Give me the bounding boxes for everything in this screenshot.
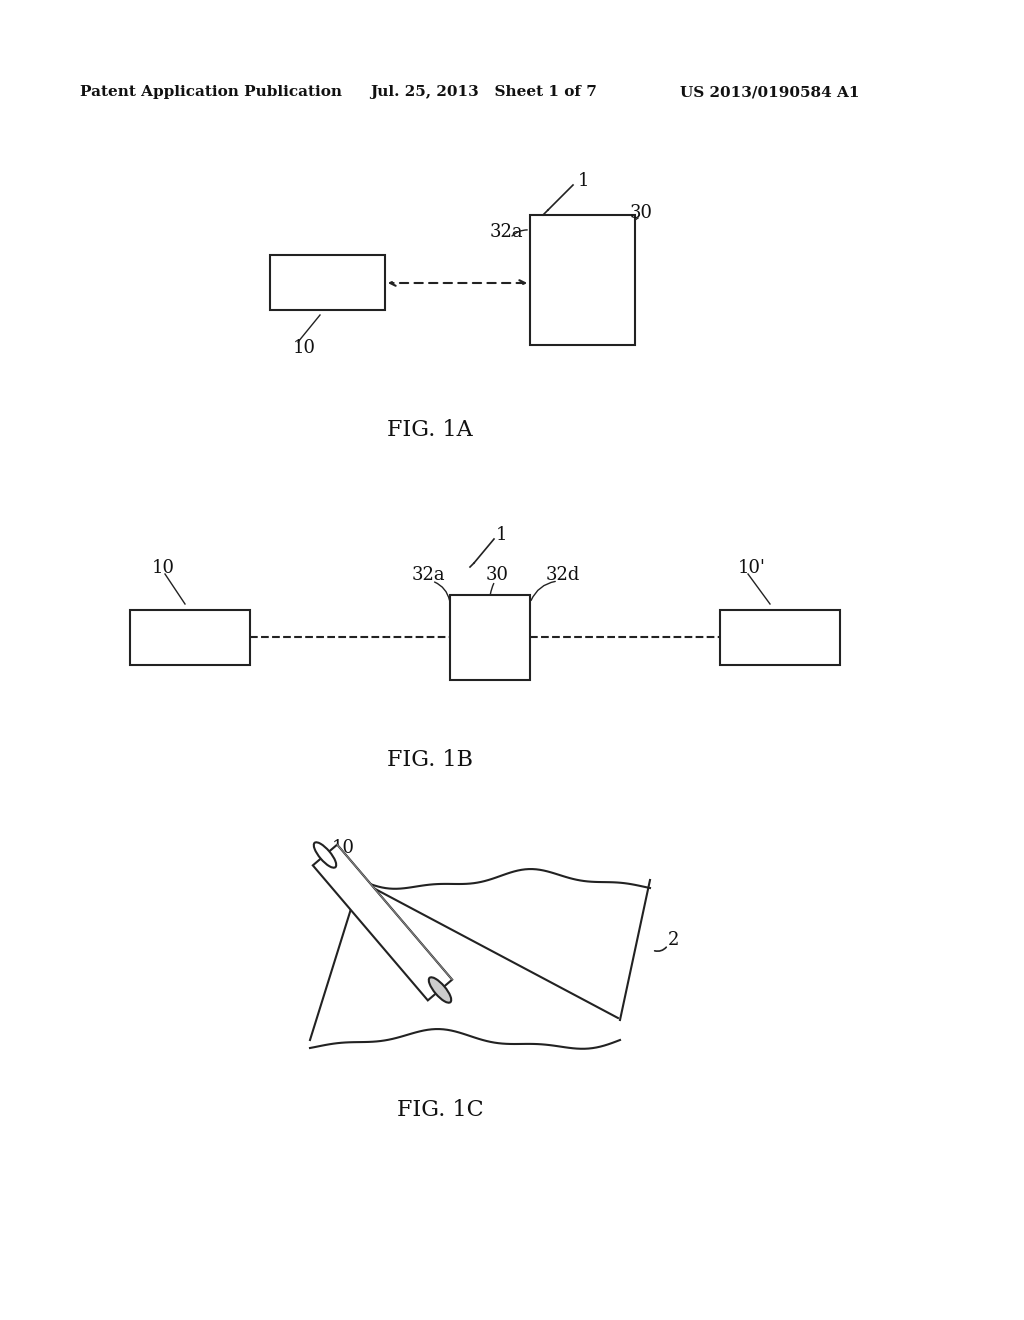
Text: Jul. 25, 2013   Sheet 1 of 7: Jul. 25, 2013 Sheet 1 of 7 <box>370 84 597 99</box>
Text: 1: 1 <box>496 525 508 544</box>
Text: 32d: 32d <box>546 566 581 583</box>
Ellipse shape <box>313 842 336 867</box>
Text: 32a: 32a <box>490 223 523 242</box>
Text: FIG. 1B: FIG. 1B <box>387 748 473 771</box>
Text: FIG. 1C: FIG. 1C <box>396 1100 483 1121</box>
Text: 10': 10' <box>738 558 766 577</box>
Text: 10: 10 <box>293 339 316 356</box>
Text: US 2013/0190584 A1: US 2013/0190584 A1 <box>680 84 859 99</box>
Bar <box>130 610 250 665</box>
Text: 30: 30 <box>486 566 509 583</box>
Text: 2: 2 <box>668 931 679 949</box>
Text: 30: 30 <box>630 205 653 222</box>
Text: Patent Application Publication: Patent Application Publication <box>80 84 342 99</box>
Text: 1: 1 <box>578 172 590 190</box>
Bar <box>720 610 840 665</box>
Bar <box>450 595 530 680</box>
Ellipse shape <box>429 977 452 1003</box>
Bar <box>270 255 385 310</box>
Text: 10: 10 <box>152 558 175 577</box>
Text: FIG. 1A: FIG. 1A <box>387 418 473 441</box>
Bar <box>530 215 635 345</box>
Text: 10: 10 <box>332 840 355 857</box>
Polygon shape <box>312 845 453 1001</box>
Text: 32a: 32a <box>412 566 445 583</box>
